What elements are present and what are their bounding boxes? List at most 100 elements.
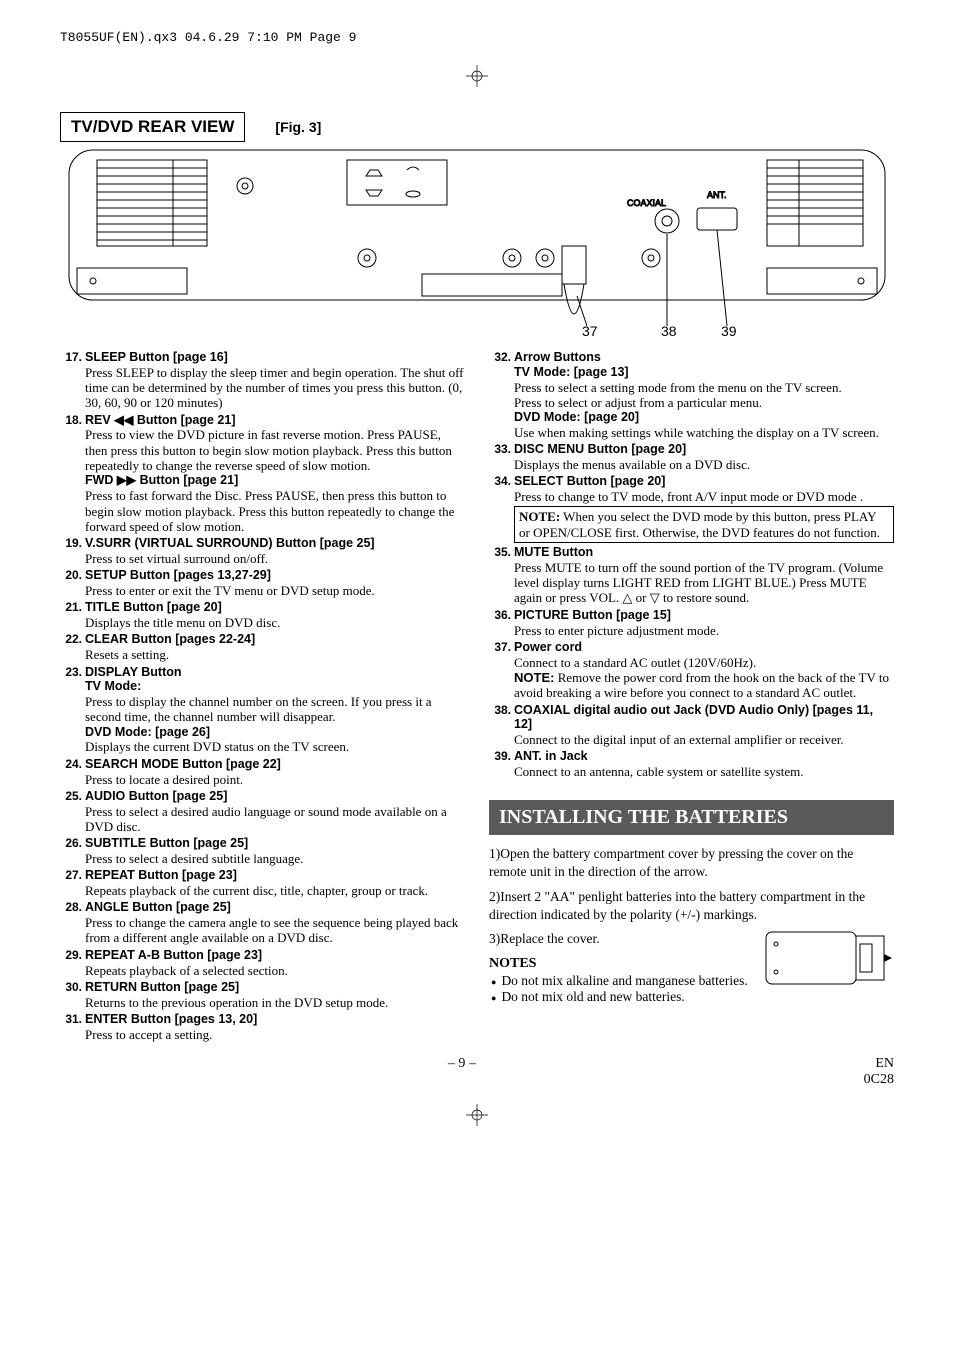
definition-item: 26.SUBTITLE Button [page 25]Press to sel… xyxy=(60,836,465,866)
definition-item: 27.REPEAT Button [page 23]Repeats playba… xyxy=(60,868,465,898)
item-number: 20. xyxy=(60,568,85,598)
definition-item: 21.TITLE Button [page 20]Displays the ti… xyxy=(60,600,465,630)
item-number: 17. xyxy=(60,350,85,411)
definition-item: 32.Arrow ButtonsTV Mode: [page 13]Press … xyxy=(489,350,894,440)
item-title: COAXIAL digital audio out Jack (DVD Audi… xyxy=(514,703,894,733)
item-description: Press to select a desired audio language… xyxy=(85,804,465,835)
item-title: Power cord xyxy=(514,640,894,655)
item-description: Press to change to TV mode, front A/V in… xyxy=(514,489,894,504)
item-title: ANGLE Button [page 25] xyxy=(85,900,465,915)
item-description: Connect to an antenna, cable system or s… xyxy=(514,764,894,779)
item-subtitle: TV Mode: [page 13] xyxy=(514,365,894,380)
item-description: Press SLEEP to display the sleep timer a… xyxy=(85,365,465,411)
battery-icon xyxy=(764,930,894,986)
definition-item: 35.MUTE ButtonPress MUTE to turn off the… xyxy=(489,545,894,606)
item-description: Connect to the digital input of an exter… xyxy=(514,732,894,747)
item-description: Displays the title menu on DVD disc. xyxy=(85,615,465,630)
item-title: CLEAR Button [pages 22-24] xyxy=(85,632,465,647)
definition-item: 28.ANGLE Button [page 25]Press to change… xyxy=(60,900,465,945)
install-step: 3)Replace the cover. xyxy=(489,930,894,948)
definition-item: 17.SLEEP Button [page 16]Press SLEEP to … xyxy=(60,350,465,411)
definition-item: 37.Power cordConnect to a standard AC ou… xyxy=(489,640,894,701)
item-number: 38. xyxy=(489,703,514,748)
definition-item: 24.SEARCH MODE Button [page 22]Press to … xyxy=(60,757,465,787)
item-title: AUDIO Button [page 25] xyxy=(85,789,465,804)
item-subtitle: FWD ▶▶ Button [page 21] xyxy=(85,473,465,488)
item-description: Press to enter or exit the TV menu or DV… xyxy=(85,583,465,598)
definition-item: 34.SELECT Button [page 20]Press to chang… xyxy=(489,474,894,543)
item-title: REPEAT A-B Button [page 23] xyxy=(85,948,465,963)
item-number: 27. xyxy=(60,868,85,898)
item-number: 29. xyxy=(60,948,85,978)
install-step: 2)Insert 2 "AA" penlight batteries into … xyxy=(489,888,894,924)
item-description: Press to view the DVD picture in fast re… xyxy=(85,427,465,473)
left-column: 17.SLEEP Button [page 16]Press SLEEP to … xyxy=(60,350,465,1044)
callout-38: 38 xyxy=(661,323,677,336)
item-title: SLEEP Button [page 16] xyxy=(85,350,465,365)
item-number: 39. xyxy=(489,749,514,779)
item-title: RETURN Button [page 25] xyxy=(85,980,465,995)
figure-label: [Fig. 3] xyxy=(275,119,321,135)
item-subtitle: TV Mode: xyxy=(85,679,465,694)
item-number: 36. xyxy=(489,608,514,638)
definition-item: 31.ENTER Button [pages 13, 20]Press to a… xyxy=(60,1012,465,1042)
definition-item: 25.AUDIO Button [page 25]Press to select… xyxy=(60,789,465,834)
callout-37: 37 xyxy=(582,323,598,336)
item-number: 24. xyxy=(60,757,85,787)
footer-code-en: EN xyxy=(875,1056,894,1071)
item-number: 26. xyxy=(60,836,85,866)
definition-item: 18.REV ◀◀ Button [page 21]Press to view … xyxy=(60,413,465,534)
item-title: TITLE Button [page 20] xyxy=(85,600,465,615)
item-number: 32. xyxy=(489,350,514,440)
item-description: Press to set virtual surround on/off. xyxy=(85,551,465,566)
item-number: 19. xyxy=(60,536,85,566)
print-header: T8055UF(EN).qx3 04.6.29 7:10 PM Page 9 xyxy=(60,30,894,45)
item-description: Press to locate a desired point. xyxy=(85,772,465,787)
item-description: Press MUTE to turn off the sound portion… xyxy=(514,560,894,606)
item-description: Press to fast forward the Disc. Press PA… xyxy=(85,488,465,534)
item-description: Displays the current DVD status on the T… xyxy=(85,739,465,754)
callout-39: 39 xyxy=(721,323,737,336)
item-title: DISC MENU Button [page 20] xyxy=(514,442,894,457)
item-title: MUTE Button xyxy=(514,545,894,560)
right-column: 32.Arrow ButtonsTV Mode: [page 13]Press … xyxy=(489,350,894,1044)
item-title: SELECT Button [page 20] xyxy=(514,474,894,489)
coaxial-label: COAXIAL xyxy=(627,198,666,208)
definition-item: 19.V.SURR (VIRTUAL SURROUND) Button [pag… xyxy=(60,536,465,566)
definition-item: 38.COAXIAL digital audio out Jack (DVD A… xyxy=(489,703,894,748)
item-subtitle: DVD Mode: [page 20] xyxy=(514,410,894,425)
definition-item: 36.PICTURE Button [page 15]Press to ente… xyxy=(489,608,894,638)
item-description: Use when making settings while watching … xyxy=(514,425,894,440)
item-number: 18. xyxy=(60,413,85,534)
note-bullet: Do not mix alkaline and manganese batter… xyxy=(489,973,756,989)
install-banner: INSTALLING THE BATTERIES xyxy=(489,800,894,836)
item-number: 35. xyxy=(489,545,514,606)
page-number: – 9 – xyxy=(448,1056,476,1088)
item-description: Returns to the previous operation in the… xyxy=(85,995,465,1010)
definition-item: 22.CLEAR Button [pages 22-24]Resets a se… xyxy=(60,632,465,662)
item-title: SUBTITLE Button [page 25] xyxy=(85,836,465,851)
install-steps: 1)Open the battery compartment cover by … xyxy=(489,845,894,948)
item-title: DISPLAY Button xyxy=(85,665,465,680)
install-step: 1)Open the battery compartment cover by … xyxy=(489,845,894,881)
item-description: Press to select a desired subtitle langu… xyxy=(85,851,465,866)
item-title: SEARCH MODE Button [page 22] xyxy=(85,757,465,772)
definition-item: 33.DISC MENU Button [page 20]Displays th… xyxy=(489,442,894,472)
item-number: 28. xyxy=(60,900,85,945)
item-number: 30. xyxy=(60,980,85,1010)
item-title: REPEAT Button [page 23] xyxy=(85,868,465,883)
item-description: Press to select a setting mode from the … xyxy=(514,380,894,395)
definition-item: 20.SETUP Button [pages 13,27-29]Press to… xyxy=(60,568,465,598)
item-title: SETUP Button [pages 13,27-29] xyxy=(85,568,465,583)
item-title: Arrow Buttons xyxy=(514,350,894,365)
item-number: 25. xyxy=(60,789,85,834)
item-title: V.SURR (VIRTUAL SURROUND) Button [page 2… xyxy=(85,536,465,551)
registration-mark-top xyxy=(60,65,894,92)
item-description: Repeats playback of the current disc, ti… xyxy=(85,883,465,898)
definition-item: 30.RETURN Button [page 25]Returns to the… xyxy=(60,980,465,1010)
item-subtitle: DVD Mode: [page 26] xyxy=(85,725,465,740)
item-number: 37. xyxy=(489,640,514,701)
item-number: 23. xyxy=(60,665,85,755)
item-description: Press to display the channel number on t… xyxy=(85,694,465,725)
item-number: 33. xyxy=(489,442,514,472)
